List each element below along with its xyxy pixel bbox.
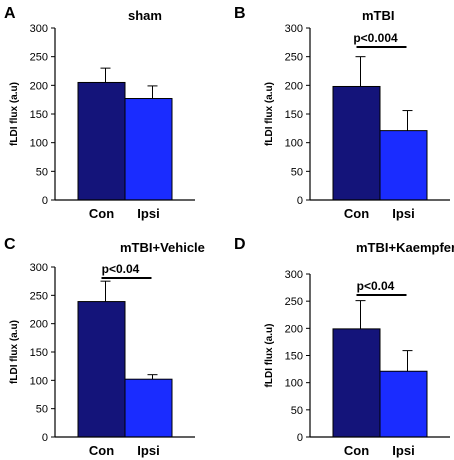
panel-b-y-tick-label: 300 bbox=[285, 23, 303, 35]
panel-d-bar-con bbox=[332, 328, 381, 438]
panel-a-category-label-ipsi: Ipsi bbox=[137, 206, 159, 221]
panel-a-title: sham bbox=[128, 8, 162, 23]
panel-a-y-tick-label: 50 bbox=[36, 166, 48, 178]
panel-c-category-label-con: Con bbox=[89, 443, 114, 458]
panel-b-significance-label: p<0.004 bbox=[353, 31, 398, 45]
panel-d-y-tick-label: 300 bbox=[285, 269, 303, 281]
panel-a-y-tick-label: 0 bbox=[42, 195, 48, 207]
panel-c-y-tick-label: 100 bbox=[30, 375, 48, 387]
panel-d-y-tick-label: 0 bbox=[297, 432, 303, 444]
panel-d-category-label-con: Con bbox=[344, 443, 369, 458]
panel-c-y-tick-label: 300 bbox=[30, 262, 48, 274]
panel-b-y-tick-label: 200 bbox=[285, 80, 303, 92]
panel-c-bar-ipsi bbox=[124, 378, 173, 438]
panel-d-y-tick-label: 250 bbox=[285, 296, 303, 308]
panel-d-y-tick-label: 100 bbox=[285, 378, 303, 390]
panel-a-y-tick-label: 250 bbox=[30, 52, 48, 64]
panel-c-letter: C bbox=[4, 236, 16, 253]
panel-b-y-label: fLDI flux (a.u) bbox=[264, 82, 275, 146]
panel-d-y-label: fLDI flux (a.u) bbox=[264, 324, 275, 388]
panel-b-y-tick-label: 50 bbox=[291, 166, 303, 178]
panel-b-category-label-ipsi: Ipsi bbox=[392, 206, 414, 221]
panel-c-significance-label: p<0.04 bbox=[102, 262, 140, 276]
panel-c-y-tick-label: 50 bbox=[36, 404, 48, 416]
panel-c-title: mTBI+Vehicle bbox=[120, 240, 205, 255]
panel-b-y-tick-label: 100 bbox=[285, 138, 303, 150]
panel-c-y-label: fLDI flux (a.u) bbox=[9, 320, 20, 384]
panel-c-y-tick-label: 200 bbox=[30, 319, 48, 331]
panel-d-y-tick-label: 50 bbox=[291, 405, 303, 417]
panel-a-y-tick-label: 150 bbox=[30, 109, 48, 121]
panel-a-y-tick-label: 100 bbox=[30, 138, 48, 150]
panel-d-letter: D bbox=[234, 236, 246, 253]
panel-c-y-tick-label: 0 bbox=[42, 432, 48, 444]
panel-d-title: mTBI+Kaempferol bbox=[356, 240, 454, 255]
panel-a-y-tick-label: 300 bbox=[30, 23, 48, 35]
panel-b-bar-con bbox=[332, 85, 381, 201]
panel-a-y-label: fLDI flux (a.u) bbox=[9, 82, 20, 146]
panel-d-y-tick-label: 200 bbox=[285, 323, 303, 335]
panel-d-bar-ipsi bbox=[379, 370, 428, 438]
panel-b-category-label-con: Con bbox=[344, 206, 369, 221]
panel-c-y-tick-label: 150 bbox=[30, 347, 48, 359]
panel-d-category-label-ipsi: Ipsi bbox=[392, 443, 414, 458]
panel-c-category-label-ipsi: Ipsi bbox=[137, 443, 159, 458]
panel-b-y-tick-label: 150 bbox=[285, 109, 303, 121]
panel-d-significance-label: p<0.04 bbox=[357, 279, 395, 293]
panel-c-bar-con bbox=[77, 301, 126, 438]
panel-b-title: mTBI bbox=[362, 8, 395, 23]
panel-a-letter: A bbox=[4, 5, 16, 22]
panel-a-category-label-con: Con bbox=[89, 206, 114, 221]
panel-b-bar-ipsi bbox=[379, 130, 428, 201]
panel-a-y-tick-label: 200 bbox=[30, 80, 48, 92]
panel-c-y-tick-label: 250 bbox=[30, 290, 48, 302]
panel-b-letter: B bbox=[234, 5, 246, 22]
panel-b-y-tick-label: 250 bbox=[285, 52, 303, 64]
panel-a-bar-ipsi bbox=[124, 98, 173, 201]
panel-a-bar-con bbox=[77, 81, 126, 201]
panel-b-y-tick-label: 0 bbox=[297, 195, 303, 207]
panel-d-y-tick-label: 150 bbox=[285, 351, 303, 363]
